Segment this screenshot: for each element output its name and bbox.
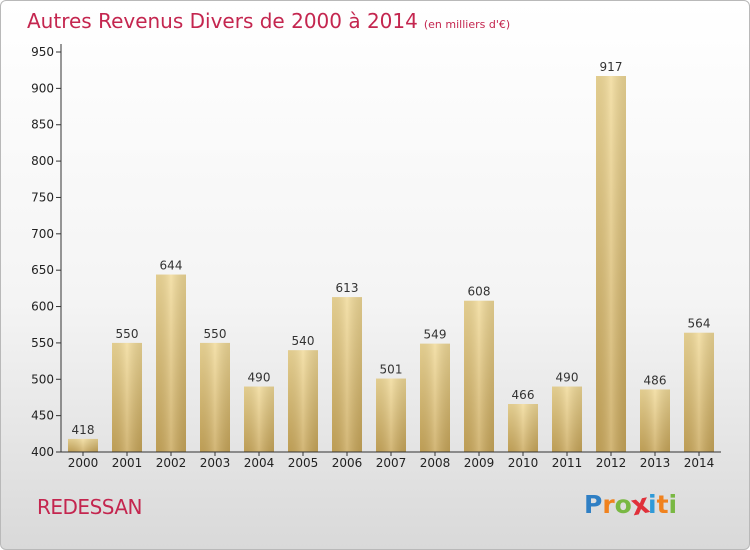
bar-shade-2010 [508,404,538,452]
x-tick-label-2001: 2001 [112,456,143,470]
x-tick-label-2013: 2013 [640,456,671,470]
y-tick-label-900: 900 [31,81,54,95]
y-tick-label-650: 650 [31,263,54,277]
bar-shade-2009 [464,300,494,452]
logo-letter: r [602,490,615,519]
logo-letter: o [614,490,632,519]
bar-shade-2002 [156,274,186,452]
y-tick-label-600: 600 [31,300,54,314]
value-label-2002: 644 [160,259,183,273]
value-label-2003: 550 [204,327,227,341]
value-label-2008: 549 [424,328,447,342]
y-tick-label-950: 950 [31,45,54,59]
value-label-2012: 917 [600,60,623,74]
logo-letter: P [584,490,603,519]
bar-shade-2004 [244,386,274,452]
value-label-2007: 501 [380,363,403,377]
x-tick-label-2000: 2000 [68,456,99,470]
proxiti-logo: Proxiti [584,487,678,522]
y-tick-label-550: 550 [31,336,54,350]
x-tick-label-2005: 2005 [288,456,319,470]
bar-shade-2007 [376,378,406,452]
logo-letter: i [668,490,678,519]
bar-shade-2003 [200,342,230,452]
y-tick-label-800: 800 [31,154,54,168]
x-tick-label-2007: 2007 [376,456,407,470]
x-tick-label-2008: 2008 [420,456,451,470]
bar-shade-2006 [332,297,362,452]
value-label-2009: 608 [468,285,491,299]
value-label-2005: 540 [292,334,315,348]
x-tick-label-2009: 2009 [464,456,495,470]
chart-title-text: Autres Revenus Divers de 2000 à 2014 [27,9,418,33]
bar-shade-2011 [552,386,582,452]
value-label-2004: 490 [248,371,271,385]
x-tick-label-2012: 2012 [596,456,627,470]
value-label-2014: 564 [688,317,711,331]
bar-shade-2008 [420,343,450,452]
bar-shade-2013 [640,389,670,452]
x-tick-label-2011: 2011 [552,456,583,470]
town-name: REDESSAN [37,495,142,519]
bar-shade-2005 [288,350,318,452]
value-label-2000: 418 [72,423,95,437]
y-tick-label-700: 700 [31,227,54,241]
y-tick-label-750: 750 [31,190,54,204]
logo-letter: t [656,490,669,519]
y-tick-label-400: 400 [31,445,54,459]
x-tick-label-2004: 2004 [244,456,275,470]
value-label-2006: 613 [336,281,359,295]
bars-group: 418 550 644 550 490 540 613 501 549 608 466 490 917 4… [68,60,714,452]
value-label-2001: 550 [116,327,139,341]
bar-shade-2014 [684,332,714,452]
y-tick-label-850: 850 [31,118,54,132]
value-label-2010: 466 [512,388,535,402]
x-tick-label-2010: 2010 [508,456,539,470]
logo-letter: i [648,490,657,519]
y-axis: 400 450 500 550 600 650 700 750 800 850 900 950 [31,44,62,459]
x-tick-label-2006: 2006 [332,456,363,470]
value-label-2011: 490 [556,371,579,385]
chart-subtitle: (en milliers d'€) [423,18,511,31]
x-tick-label-2014: 2014 [684,456,715,470]
y-tick-label-500: 500 [31,372,54,386]
x-tick-label-2002: 2002 [156,456,187,470]
bar-shade-2012 [596,76,626,452]
x-tick-label-2003: 2003 [200,456,231,470]
value-label-2013: 486 [644,373,667,387]
bar-shade-2000 [68,438,98,452]
bar-shade-2001 [112,342,142,452]
y-tick-label-450: 450 [31,409,54,423]
chart-title: Autres Revenus Divers de 2000 à 2014 (en … [27,9,510,33]
x-axis: 2000 2001 2002 2003 2004 2005 2006 2007 2008 2009… [61,451,721,470]
